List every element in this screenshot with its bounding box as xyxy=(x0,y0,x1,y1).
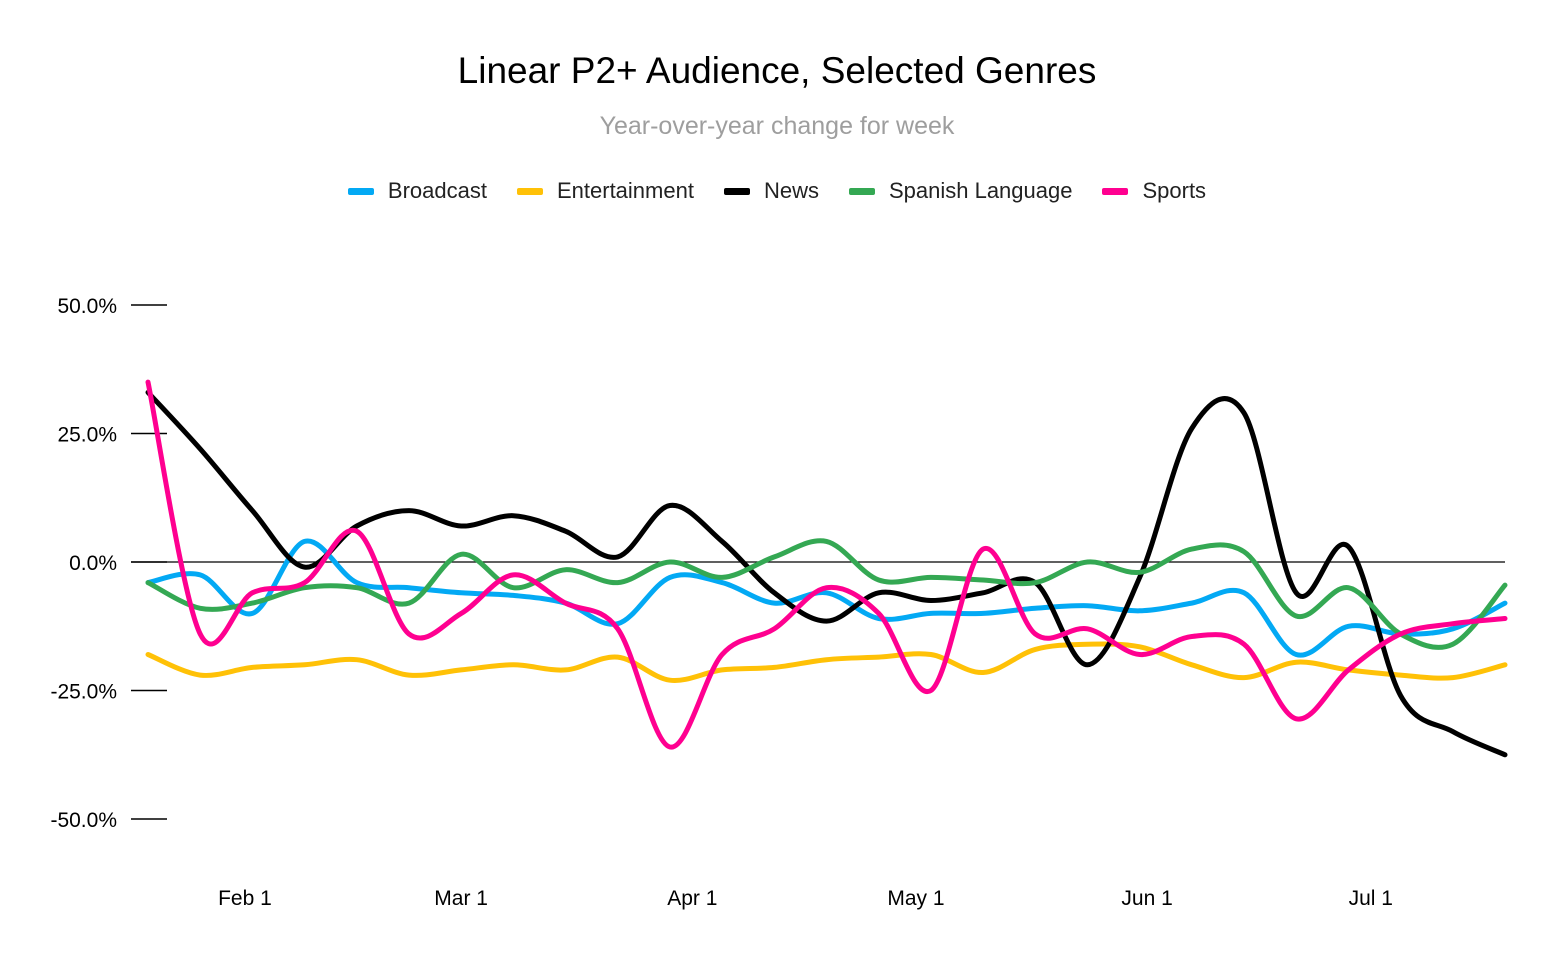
legend-swatch xyxy=(1102,187,1129,195)
y-tick-label: -25.0% xyxy=(50,681,117,704)
chart-legend: Broadcast Entertainment News Spanish Langua… xyxy=(0,178,1554,204)
legend-label: News xyxy=(763,178,819,203)
x-tick-label: Jun 1 xyxy=(1121,887,1172,910)
chart-title: Linear P2+ Audience, Selected Genres xyxy=(457,50,1097,91)
legend-item-0: Broadcast xyxy=(347,178,487,204)
legend-swatch xyxy=(516,187,543,195)
x-tick-label: Mar 1 xyxy=(434,887,488,910)
series-line-sports xyxy=(145,379,1508,750)
legend-swatch xyxy=(848,187,875,195)
legend-label: Broadcast xyxy=(387,178,487,203)
series-line-broadcast xyxy=(145,538,1508,658)
series-line-spanish-language xyxy=(145,538,1508,650)
y-tick-label: -50.0% xyxy=(50,809,117,832)
legend-label: Entertainment xyxy=(556,178,694,203)
series-line-entertainment xyxy=(145,641,1508,683)
legend-item-2: News xyxy=(723,178,819,204)
x-tick-label: Jul 1 xyxy=(1349,887,1393,910)
x-tick-label: Feb 1 xyxy=(218,887,272,910)
y-tick-label: 50.0% xyxy=(57,295,117,318)
y-tick-label: 0.0% xyxy=(69,552,117,575)
legend-item-4: Sports xyxy=(1102,178,1206,204)
legend-label: Spanish Language xyxy=(888,178,1073,203)
x-tick-label: Apr 1 xyxy=(667,887,717,910)
legend-swatch xyxy=(347,187,374,195)
y-tick-label: 25.0% xyxy=(57,424,117,447)
legend-item-1: Entertainment xyxy=(516,178,694,204)
legend-label: Sports xyxy=(1142,178,1207,203)
series-line-news xyxy=(145,389,1508,758)
legend-item-3: Spanish Language xyxy=(848,178,1073,204)
legend-swatch xyxy=(723,187,750,195)
chart-subtitle: Year-over-year change for week xyxy=(599,112,955,140)
x-tick-label: May 1 xyxy=(887,887,944,910)
